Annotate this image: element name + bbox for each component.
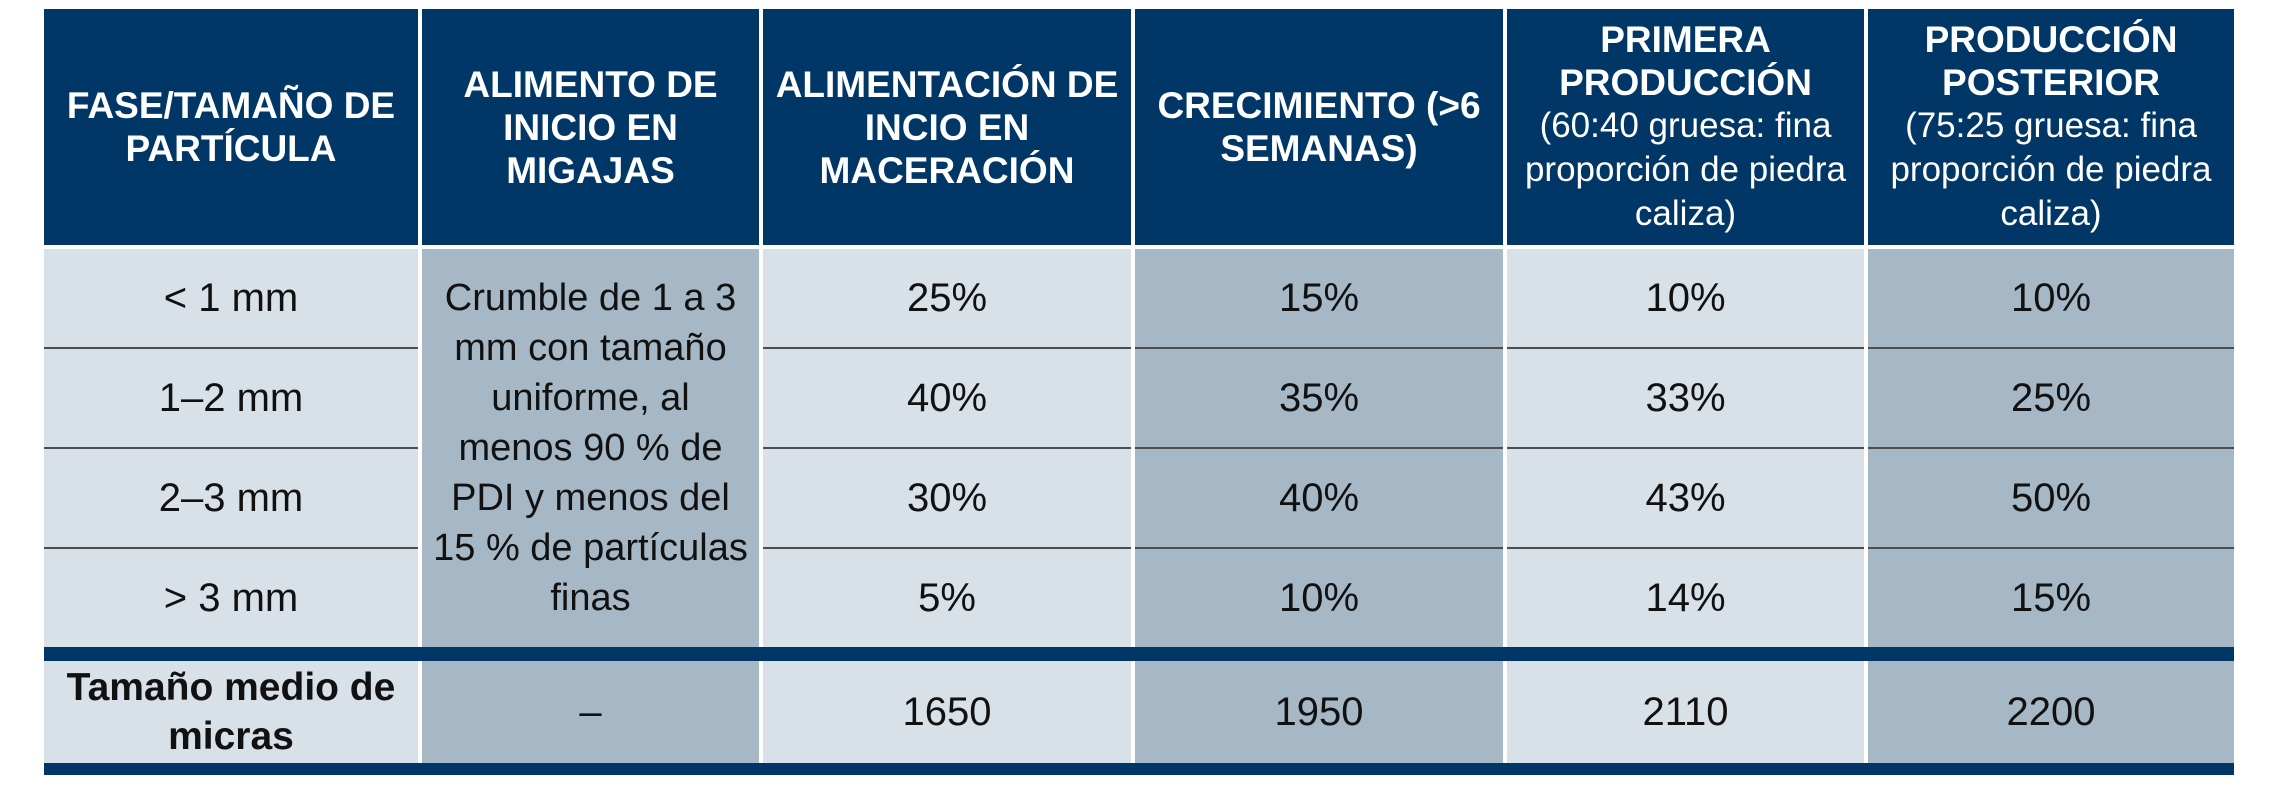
growth-average-value: 1950 bbox=[1131, 647, 1507, 775]
header-title: ALIMENTO DE INICIO EN MIGAJAS bbox=[463, 63, 718, 191]
growth-value: 15% bbox=[1131, 247, 1507, 348]
header-title: PRIMERA PRODUCCIÓN bbox=[1559, 19, 1812, 103]
table-row: 1–2 mm 40% 35% 33% 25% bbox=[44, 347, 2234, 448]
header-row: FASE/TAMAÑO DE PARTÍCULA ALIMENTO DE INI… bbox=[44, 9, 2234, 249]
header-later-production: PRODUCCIÓN POSTERIOR (75:25 gruesa: fina… bbox=[1864, 9, 2234, 249]
first-production-value: 33% bbox=[1503, 347, 1868, 448]
average-micron-label: Tamaño medio de micras bbox=[44, 647, 422, 775]
first-production-value: 10% bbox=[1503, 247, 1868, 348]
average-micron-row: Tamaño medio de micras – 1650 1950 2110 … bbox=[44, 647, 2234, 775]
header-subtitle: (75:25 gruesa: fina proporción de piedra… bbox=[1890, 106, 2212, 233]
header-title: FASE/TAMAÑO DE PARTÍCULA bbox=[66, 85, 396, 169]
growth-value: 35% bbox=[1131, 347, 1507, 448]
first-production-value: 14% bbox=[1503, 547, 1868, 654]
mash-value: 25% bbox=[759, 247, 1135, 348]
header-subtitle: (60:40 gruesa: fina proporción de piedra… bbox=[1524, 106, 1847, 233]
crumble-average-value: – bbox=[418, 647, 763, 775]
header-title: PRODUCCIÓN POSTERIOR bbox=[1924, 19, 2178, 103]
first-production-average-value: 2110 bbox=[1503, 647, 1868, 775]
mash-value: 40% bbox=[759, 347, 1135, 448]
size-cell: < 1 mm bbox=[44, 247, 422, 348]
particle-size-table: FASE/TAMAÑO DE PARTÍCULA ALIMENTO DE INI… bbox=[44, 9, 2234, 775]
table-row: 2–3 mm 30% 40% 43% 50% bbox=[44, 447, 2234, 548]
crumble-note-cell: Crumble de 1 a 3 mm con tamaño uniforme,… bbox=[418, 247, 763, 654]
header-growth: CRECIMIENTO (>6 SEMANAS) bbox=[1131, 9, 1507, 249]
mash-value: 30% bbox=[759, 447, 1135, 548]
header-mash-starter: ALIMENTACIÓN DE INCIO EN MACERACIÓN bbox=[759, 9, 1135, 249]
header-phase-size: FASE/TAMAÑO DE PARTÍCULA bbox=[44, 9, 422, 249]
mash-value: 5% bbox=[759, 547, 1135, 654]
later-production-value: 25% bbox=[1864, 347, 2234, 448]
header-title: CRECIMIENTO (>6 SEMANAS) bbox=[1157, 85, 1481, 169]
table-row: > 3 mm 5% 10% 14% 15% bbox=[44, 547, 2234, 654]
size-cell: > 3 mm bbox=[44, 547, 422, 654]
growth-value: 40% bbox=[1131, 447, 1507, 548]
header-first-production: PRIMERA PRODUCCIÓN (60:40 gruesa: fina p… bbox=[1503, 9, 1868, 249]
growth-value: 10% bbox=[1131, 547, 1507, 654]
size-cell: 2–3 mm bbox=[44, 447, 422, 548]
later-production-average-value: 2200 bbox=[1864, 647, 2234, 775]
table-row: < 1 mm Crumble de 1 a 3 mm con tamaño un… bbox=[44, 247, 2234, 654]
later-production-value: 15% bbox=[1864, 547, 2234, 654]
header-title: ALIMENTACIÓN DE INCIO EN MACERACIÓN bbox=[775, 63, 1119, 191]
header-crumble-starter: ALIMENTO DE INICIO EN MIGAJAS bbox=[418, 9, 763, 249]
later-production-value: 10% bbox=[1864, 247, 2234, 348]
mash-average-value: 1650 bbox=[759, 647, 1135, 775]
first-production-value: 43% bbox=[1503, 447, 1868, 548]
later-production-value: 50% bbox=[1864, 447, 2234, 548]
size-cell: 1–2 mm bbox=[44, 347, 422, 448]
